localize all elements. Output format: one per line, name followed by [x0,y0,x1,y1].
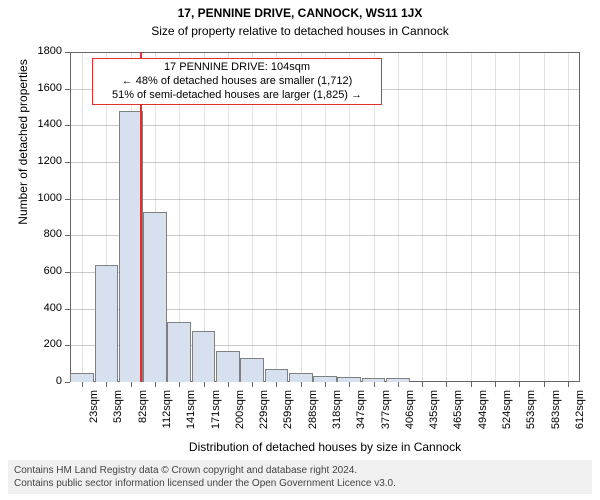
x-tick [471,382,472,387]
histogram-bar [70,373,94,382]
y-tick-label: 600 [0,265,62,277]
histogram-bar [240,358,264,382]
x-gridline [398,52,399,382]
y-tick-label: 1000 [0,192,62,204]
x-tick [519,382,520,387]
x-tick-label: 435sqm [428,390,440,440]
y-tick-label: 1800 [0,45,62,57]
x-tick [106,382,107,387]
x-tick [204,382,205,387]
histogram-bar [265,369,289,382]
x-tick-label: 612sqm [574,390,586,440]
x-tick-label: 318sqm [331,390,343,440]
x-tick-label: 23sqm [88,390,100,440]
x-tick-label: 141sqm [185,390,197,440]
annotation-line: ← 48% of detached houses are smaller (1,… [97,75,377,89]
annotation-line: 51% of semi-detached houses are larger (… [97,89,377,103]
x-tick [276,382,277,387]
y-tick [65,272,70,273]
x-gridline [568,52,569,382]
x-tick [568,382,569,387]
x-tick-label: 553sqm [525,390,537,440]
histogram-bar [95,265,119,382]
y-tick-label: 800 [0,228,62,240]
x-gridline [422,52,423,382]
x-tick [325,382,326,387]
histogram-bar [313,376,337,382]
x-tick [398,382,399,387]
histogram-bar [216,351,240,382]
chart-title-address: 17, PENNINE DRIVE, CANNOCK, WS11 1JX [0,6,600,20]
x-tick-label: 583sqm [550,390,562,440]
x-tick [349,382,350,387]
x-tick-label: 465sqm [452,390,464,440]
y-tick-label: 1400 [0,118,62,130]
x-tick-label: 171sqm [210,390,222,440]
x-tick [252,382,253,387]
histogram-bar [289,373,313,382]
attribution-box: Contains HM Land Registry data © Crown c… [8,460,592,494]
histogram-bar [386,378,410,382]
histogram-bar [167,322,191,383]
y-tick [65,89,70,90]
y-tick-label: 0 [0,375,62,387]
x-gridline [519,52,520,382]
x-tick [179,382,180,387]
y-tick-label: 200 [0,338,62,350]
x-gridline [471,52,472,382]
y-tick [65,382,70,383]
x-tick [422,382,423,387]
x-tick-label: 200sqm [234,390,246,440]
x-tick-label: 53sqm [112,390,124,440]
x-axis-label: Distribution of detached houses by size … [70,440,580,454]
x-tick-label: 494sqm [477,390,489,440]
x-gridline [495,52,496,382]
x-tick [301,382,302,387]
x-tick-label: 259sqm [282,390,294,440]
annotation-box: 17 PENNINE DRIVE: 104sqm← 48% of detache… [92,58,382,105]
y-tick [65,199,70,200]
x-tick [155,382,156,387]
y-tick-label: 1200 [0,155,62,167]
histogram-bar [362,378,386,382]
x-tick-label: 112sqm [161,390,173,440]
x-tick [131,382,132,387]
y-tick [65,309,70,310]
attribution-line: Contains public sector information licen… [14,477,586,490]
y-tick [65,125,70,126]
histogram-bar [337,377,361,382]
y-tick [65,235,70,236]
x-tick [82,382,83,387]
x-tick-label: 524sqm [501,390,513,440]
histogram-bar [143,212,167,383]
x-tick [495,382,496,387]
x-tick-label: 288sqm [307,390,319,440]
x-tick-label: 406sqm [404,390,416,440]
y-tick-label: 1600 [0,82,62,94]
x-tick [374,382,375,387]
x-tick [544,382,545,387]
x-tick-label: 347sqm [355,390,367,440]
x-tick-label: 229sqm [258,390,270,440]
attribution-line: Contains HM Land Registry data © Crown c… [14,464,586,477]
histogram-bar [119,111,143,382]
x-gridline [446,52,447,382]
x-tick [446,382,447,387]
y-tick-label: 400 [0,302,62,314]
x-tick-label: 377sqm [380,390,392,440]
y-tick [65,52,70,53]
x-tick-label: 82sqm [137,390,149,440]
x-gridline [82,52,83,382]
histogram-bar [192,331,216,382]
annotation-line: 17 PENNINE DRIVE: 104sqm [97,61,377,75]
x-tick [228,382,229,387]
y-axis-label: Number of detached properties [16,0,30,307]
y-tick [65,162,70,163]
chart-subtitle: Size of property relative to detached ho… [0,24,600,38]
y-tick [65,345,70,346]
x-gridline [544,52,545,382]
